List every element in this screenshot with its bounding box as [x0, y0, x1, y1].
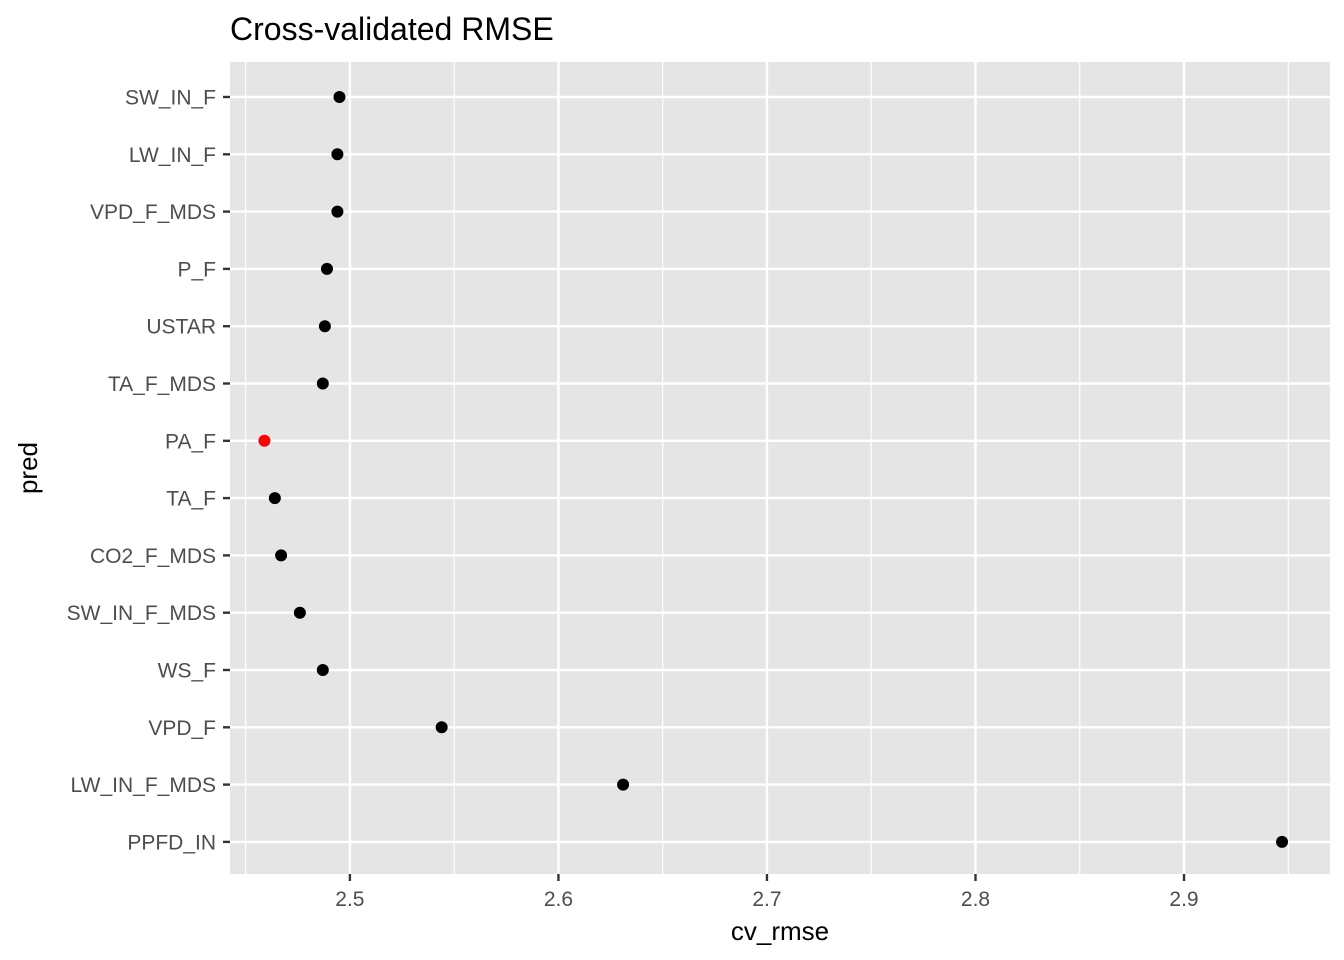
y-tick-label: PA_F [165, 430, 216, 453]
data-point [268, 492, 281, 505]
y-tick-label: PPFD_IN [127, 831, 216, 854]
y-tick-label: VPD_F [148, 717, 216, 740]
data-point [331, 148, 344, 161]
grid-lines [230, 62, 1330, 874]
plot-panel [230, 62, 1330, 874]
data-point [293, 606, 306, 619]
y-tick-label: VPD_F_MDS [90, 201, 216, 224]
x-tick-label: 2.8 [961, 888, 990, 911]
data-point [331, 205, 344, 218]
data-point [275, 549, 288, 562]
x-tick-label: 2.9 [1169, 888, 1198, 911]
x-tick-label: 2.5 [335, 888, 364, 911]
x-axis-title: cv_rmse [731, 916, 829, 946]
y-tick-label: LW_IN_F [129, 144, 216, 167]
y-axis: SW_IN_F LW_IN_F VPD_F_MDS P_F USTAR TA_F_MDS P… [67, 87, 230, 854]
y-tick-label: TA_F_MDS [108, 373, 216, 396]
y-tick-label: LW_IN_F_MDS [71, 774, 216, 797]
data-point [1276, 835, 1289, 848]
data-point-highlighted [258, 434, 271, 447]
data-point [333, 91, 346, 103]
x-tick-label: 2.7 [752, 888, 781, 911]
y-axis-title: pred [13, 442, 43, 494]
y-tick-label: WS_F [158, 660, 216, 683]
chart-title: Cross-validated RMSE [230, 11, 554, 47]
y-tick-label: SW_IN_F [125, 87, 216, 110]
data-point [316, 377, 329, 390]
y-tick-label: CO2_F_MDS [90, 545, 216, 568]
x-tick-label: 2.6 [544, 888, 573, 911]
y-tick-label: SW_IN_F_MDS [67, 602, 216, 625]
data-point [320, 262, 333, 275]
data-point [617, 778, 630, 791]
y-tick-label: TA_F [166, 488, 216, 511]
data-point [316, 664, 329, 676]
data-point [435, 721, 448, 734]
x-axis: 2.5 2.6 2.7 2.8 2.9 [335, 874, 1199, 911]
y-tick-label: P_F [177, 258, 216, 281]
y-tick-label: USTAR [146, 316, 216, 339]
data-points [258, 91, 1289, 848]
data-point [318, 320, 331, 333]
